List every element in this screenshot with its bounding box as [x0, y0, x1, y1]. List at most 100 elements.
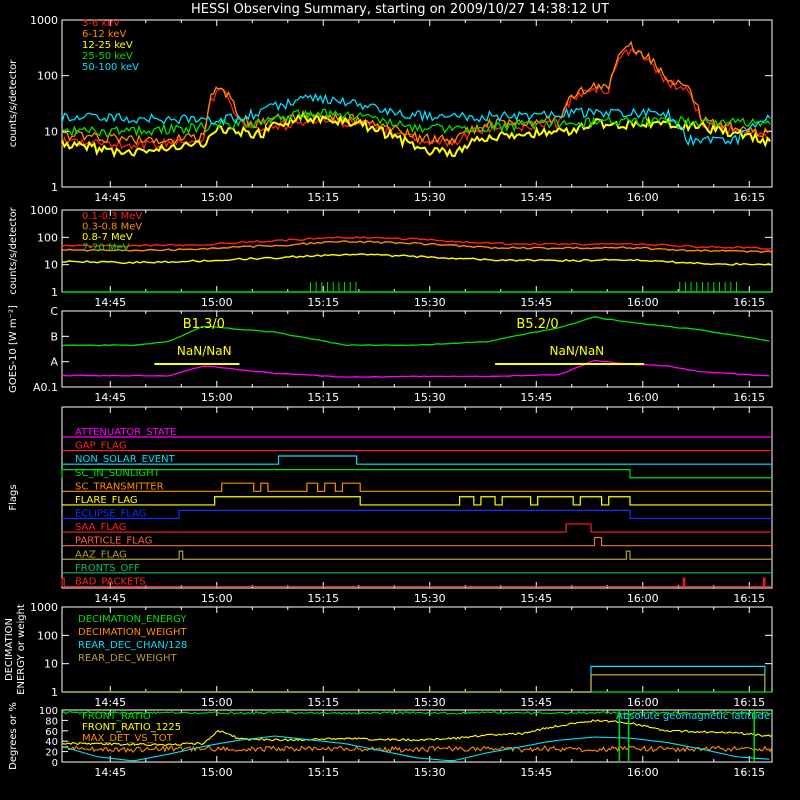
y-tick-label: 1	[51, 686, 58, 699]
flag-trace-particle-flag	[62, 536, 772, 547]
x-tick-label: 15:00	[201, 296, 233, 309]
y-tick-label: 100	[37, 70, 58, 83]
x-tick-label: 15:00	[201, 391, 233, 404]
x-tick-label: 15:45	[520, 696, 552, 709]
lightcurve-6-12-kev	[61, 40, 771, 146]
x-tick-label: 14:45	[94, 696, 126, 709]
goes-class-label: A0.1	[33, 381, 58, 394]
x-tick-label: 15:30	[414, 766, 446, 779]
goes-goes_short	[61, 359, 770, 378]
x-tick-label: 14:45	[94, 766, 126, 779]
flag-label: FRONTS_OFF	[75, 563, 140, 574]
x-tick-label: 15:30	[414, 296, 446, 309]
y-tick-label: 100	[39, 706, 58, 717]
lightcurve-50-100-kev	[61, 92, 771, 147]
goes-class-label: C	[50, 305, 58, 318]
flag-label: AAZ_FLAG	[75, 549, 127, 560]
flag-trace-non-solar-event	[62, 455, 772, 465]
goes-goes_long	[61, 316, 770, 347]
lightcurve-0-3-0-8-mev	[61, 240, 773, 254]
legend-entry: 0.3-0.8 MeV	[82, 222, 142, 233]
x-tick-label: 16:15	[733, 766, 765, 779]
x-tick-label: 15:45	[520, 592, 552, 605]
x-tick-label: 14:45	[94, 191, 126, 204]
y-tick-label: 1	[51, 286, 58, 299]
x-tick-label: 16:00	[627, 766, 659, 779]
x-tick-label: 16:15	[733, 696, 765, 709]
x-tick-label: 16:15	[733, 296, 765, 309]
panel-frame-3	[61, 310, 773, 388]
legend-entry: DECIMATION_WEIGHT	[78, 627, 187, 638]
geometry-max-det-vs-tot	[61, 744, 773, 754]
flag-trace-sc-in-sunlight	[61, 469, 772, 479]
flag-label: SC_IN_SUNLIGHT	[75, 468, 161, 479]
legend-entry: 6-12 keV	[82, 29, 126, 40]
y-tick-label: 60	[45, 727, 58, 738]
panel-frame-6	[61, 709, 773, 763]
y-axis-label: counts/s/detector	[8, 59, 19, 147]
x-tick-label: 16:00	[627, 296, 659, 309]
goes-annotation: NaN/NaN	[550, 344, 605, 358]
legend-entry: REAR_DEC_CHAN/128	[78, 640, 187, 651]
panel-frame-1	[61, 19, 773, 188]
x-tick-label: 15:00	[201, 766, 233, 779]
flag-label: FLARE_FLAG	[75, 495, 138, 506]
legend-entry: MAX_DET_VS_TOT	[82, 733, 174, 744]
legend-entry: DECIMATION_ENERGY	[78, 614, 187, 625]
flag-label: PARTICLE_FLAG	[75, 536, 152, 547]
flag-trace-sc-transmitter	[62, 482, 772, 492]
x-tick-label: 15:15	[307, 296, 339, 309]
flag-trace-aaz-flag	[62, 550, 772, 560]
x-tick-label: 15:00	[201, 696, 233, 709]
y-tick-label: 80	[45, 716, 58, 727]
x-tick-label: 15:15	[307, 191, 339, 204]
x-tick-label: 15:00	[201, 592, 233, 605]
lightcurve-3-6-kev	[61, 48, 771, 151]
goes-annotation: B1.3/0	[183, 317, 225, 332]
panel-frame-4	[61, 406, 773, 589]
lightcurve-0-1-0-3-mev	[61, 236, 772, 250]
goes-class-label: B	[50, 330, 58, 343]
y-tick-label: 10	[44, 125, 58, 138]
legend-entry: 50-100 keV	[82, 62, 139, 73]
goes-annotation: B5.2/0	[516, 317, 558, 332]
x-tick-label: 16:00	[627, 592, 659, 605]
decimation-rear-dec-weight	[62, 674, 766, 693]
x-tick-label: 16:15	[733, 191, 765, 204]
x-tick-label: 15:30	[414, 696, 446, 709]
x-tick-label: 15:15	[307, 766, 339, 779]
x-tick-label: 15:45	[520, 296, 552, 309]
y-tick-label: 10	[44, 658, 58, 671]
x-tick-label: 15:00	[201, 191, 233, 204]
flag-trace-flare-flag	[62, 496, 772, 506]
legend-entry: 0.8-7 MeV	[82, 232, 133, 243]
goes-annotation: NaN/NaN	[177, 344, 232, 358]
legend-entry: 12-25 keV	[82, 40, 133, 51]
figure-title: HESSI Observing Summary, starting on 200…	[191, 2, 609, 17]
geometry-front-ratio-1225	[61, 719, 773, 747]
x-tick-label: 14:45	[94, 296, 126, 309]
legend-entry: 0.1-0.3 MeV	[82, 211, 142, 222]
y-axis-label: counts/s/detector	[8, 206, 19, 294]
flag-label: GAP_FLAG	[75, 441, 127, 452]
y-tick-label: 100	[37, 231, 58, 244]
goes-class-label: A	[50, 356, 58, 369]
y-axis-label: GOES-10 [W m⁻²]	[8, 305, 19, 393]
x-tick-label: 15:15	[307, 592, 339, 605]
x-tick-label: 15:45	[520, 766, 552, 779]
y-tick-label: 40	[45, 737, 58, 748]
x-tick-label: 15:45	[520, 191, 552, 204]
flag-label: ATTENUATOR_STATE	[75, 427, 176, 438]
lightcurve-0-8-7-mev	[62, 253, 773, 266]
flag-label: SC_TRANSMITTER	[75, 481, 164, 492]
x-tick-label: 14:45	[94, 592, 126, 605]
x-tick-label: 16:00	[627, 191, 659, 204]
x-tick-label: 15:30	[414, 592, 446, 605]
geometry-absolute-geomagnetic-latitude	[61, 735, 770, 762]
lightcurve-12-25-kev	[61, 112, 771, 159]
y-tick-label: 1	[51, 181, 58, 194]
legend-entry: 25-50 keV	[82, 51, 133, 62]
lightcurve-25-50-kev	[61, 108, 771, 138]
legend-entry: FRONT_RATIO_1225	[82, 722, 181, 733]
